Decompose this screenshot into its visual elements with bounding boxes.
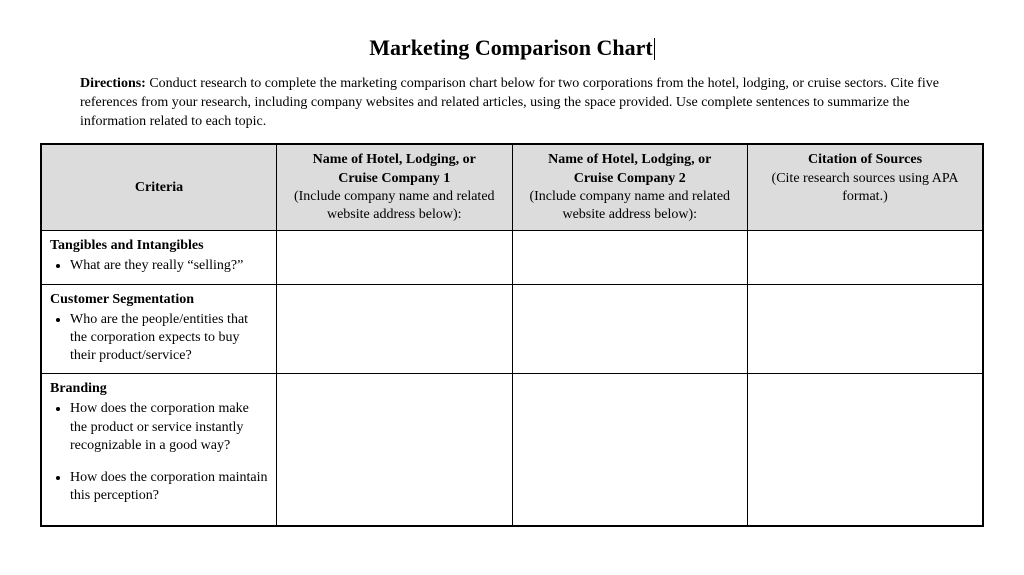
company2-cell <box>512 284 748 374</box>
criteria-bullet: How does the corporation maintain this p… <box>70 469 268 505</box>
directions-label: Directions: <box>80 76 146 91</box>
criteria-title: Customer Segmentation <box>50 291 268 309</box>
company2-cell <box>512 231 748 284</box>
criteria-bullet: What are they really “selling?” <box>70 257 268 275</box>
citation-cell <box>748 284 984 374</box>
table-row: Customer Segmentation Who are the people… <box>41 284 983 374</box>
directions-paragraph: Directions: Conduct research to complete… <box>80 75 944 132</box>
col-header-criteria: Criteria <box>41 144 277 230</box>
criteria-bullets: How does the corporation make the produc… <box>56 400 268 455</box>
company1-header-sub: (Include company name and related websit… <box>285 188 504 224</box>
table-row: Tangibles and Intangibles What are they … <box>41 231 983 284</box>
company2-header-line1: Name of Hotel, Lodging, or <box>521 151 740 169</box>
col-header-citation: Citation of Sources (Cite research sourc… <box>748 144 984 230</box>
criteria-header-text: Criteria <box>50 179 268 197</box>
company1-header-line1: Name of Hotel, Lodging, or <box>285 151 504 169</box>
company1-cell <box>277 284 513 374</box>
criteria-bullets-secondary: How does the corporation maintain this p… <box>56 469 268 505</box>
criteria-bullet: How does the corporation make the produc… <box>70 400 268 455</box>
company2-header-sub: (Include company name and related websit… <box>521 188 740 224</box>
col-header-company1: Name of Hotel, Lodging, or Cruise Compan… <box>277 144 513 230</box>
criteria-cell: Branding How does the corporation make t… <box>41 374 277 527</box>
company1-cell <box>277 374 513 527</box>
company1-header-line2: Cruise Company 1 <box>285 170 504 188</box>
citation-header-text: Citation of Sources <box>756 151 974 169</box>
citation-cell <box>748 231 984 284</box>
table-header-row: Criteria Name of Hotel, Lodging, or Crui… <box>41 144 983 230</box>
criteria-bullets: What are they really “selling?” <box>56 257 268 275</box>
criteria-cell: Customer Segmentation Who are the people… <box>41 284 277 374</box>
table-row: Branding How does the corporation make t… <box>41 374 983 527</box>
col-header-company2: Name of Hotel, Lodging, or Cruise Compan… <box>512 144 748 230</box>
criteria-title: Branding <box>50 380 268 398</box>
directions-text: Conduct research to complete the marketi… <box>80 76 939 129</box>
page-title: Marketing Comparison Chart <box>40 35 984 61</box>
comparison-table: Criteria Name of Hotel, Lodging, or Crui… <box>40 143 984 527</box>
criteria-bullets: Who are the people/entities that the cor… <box>56 311 268 366</box>
citation-cell <box>748 374 984 527</box>
citation-header-sub: (Cite research sources using APA format.… <box>756 170 974 206</box>
criteria-bullet: Who are the people/entities that the cor… <box>70 311 268 366</box>
criteria-title: Tangibles and Intangibles <box>50 237 268 255</box>
company1-cell <box>277 231 513 284</box>
company2-cell <box>512 374 748 527</box>
criteria-cell: Tangibles and Intangibles What are they … <box>41 231 277 284</box>
company2-header-line2: Cruise Company 2 <box>521 170 740 188</box>
